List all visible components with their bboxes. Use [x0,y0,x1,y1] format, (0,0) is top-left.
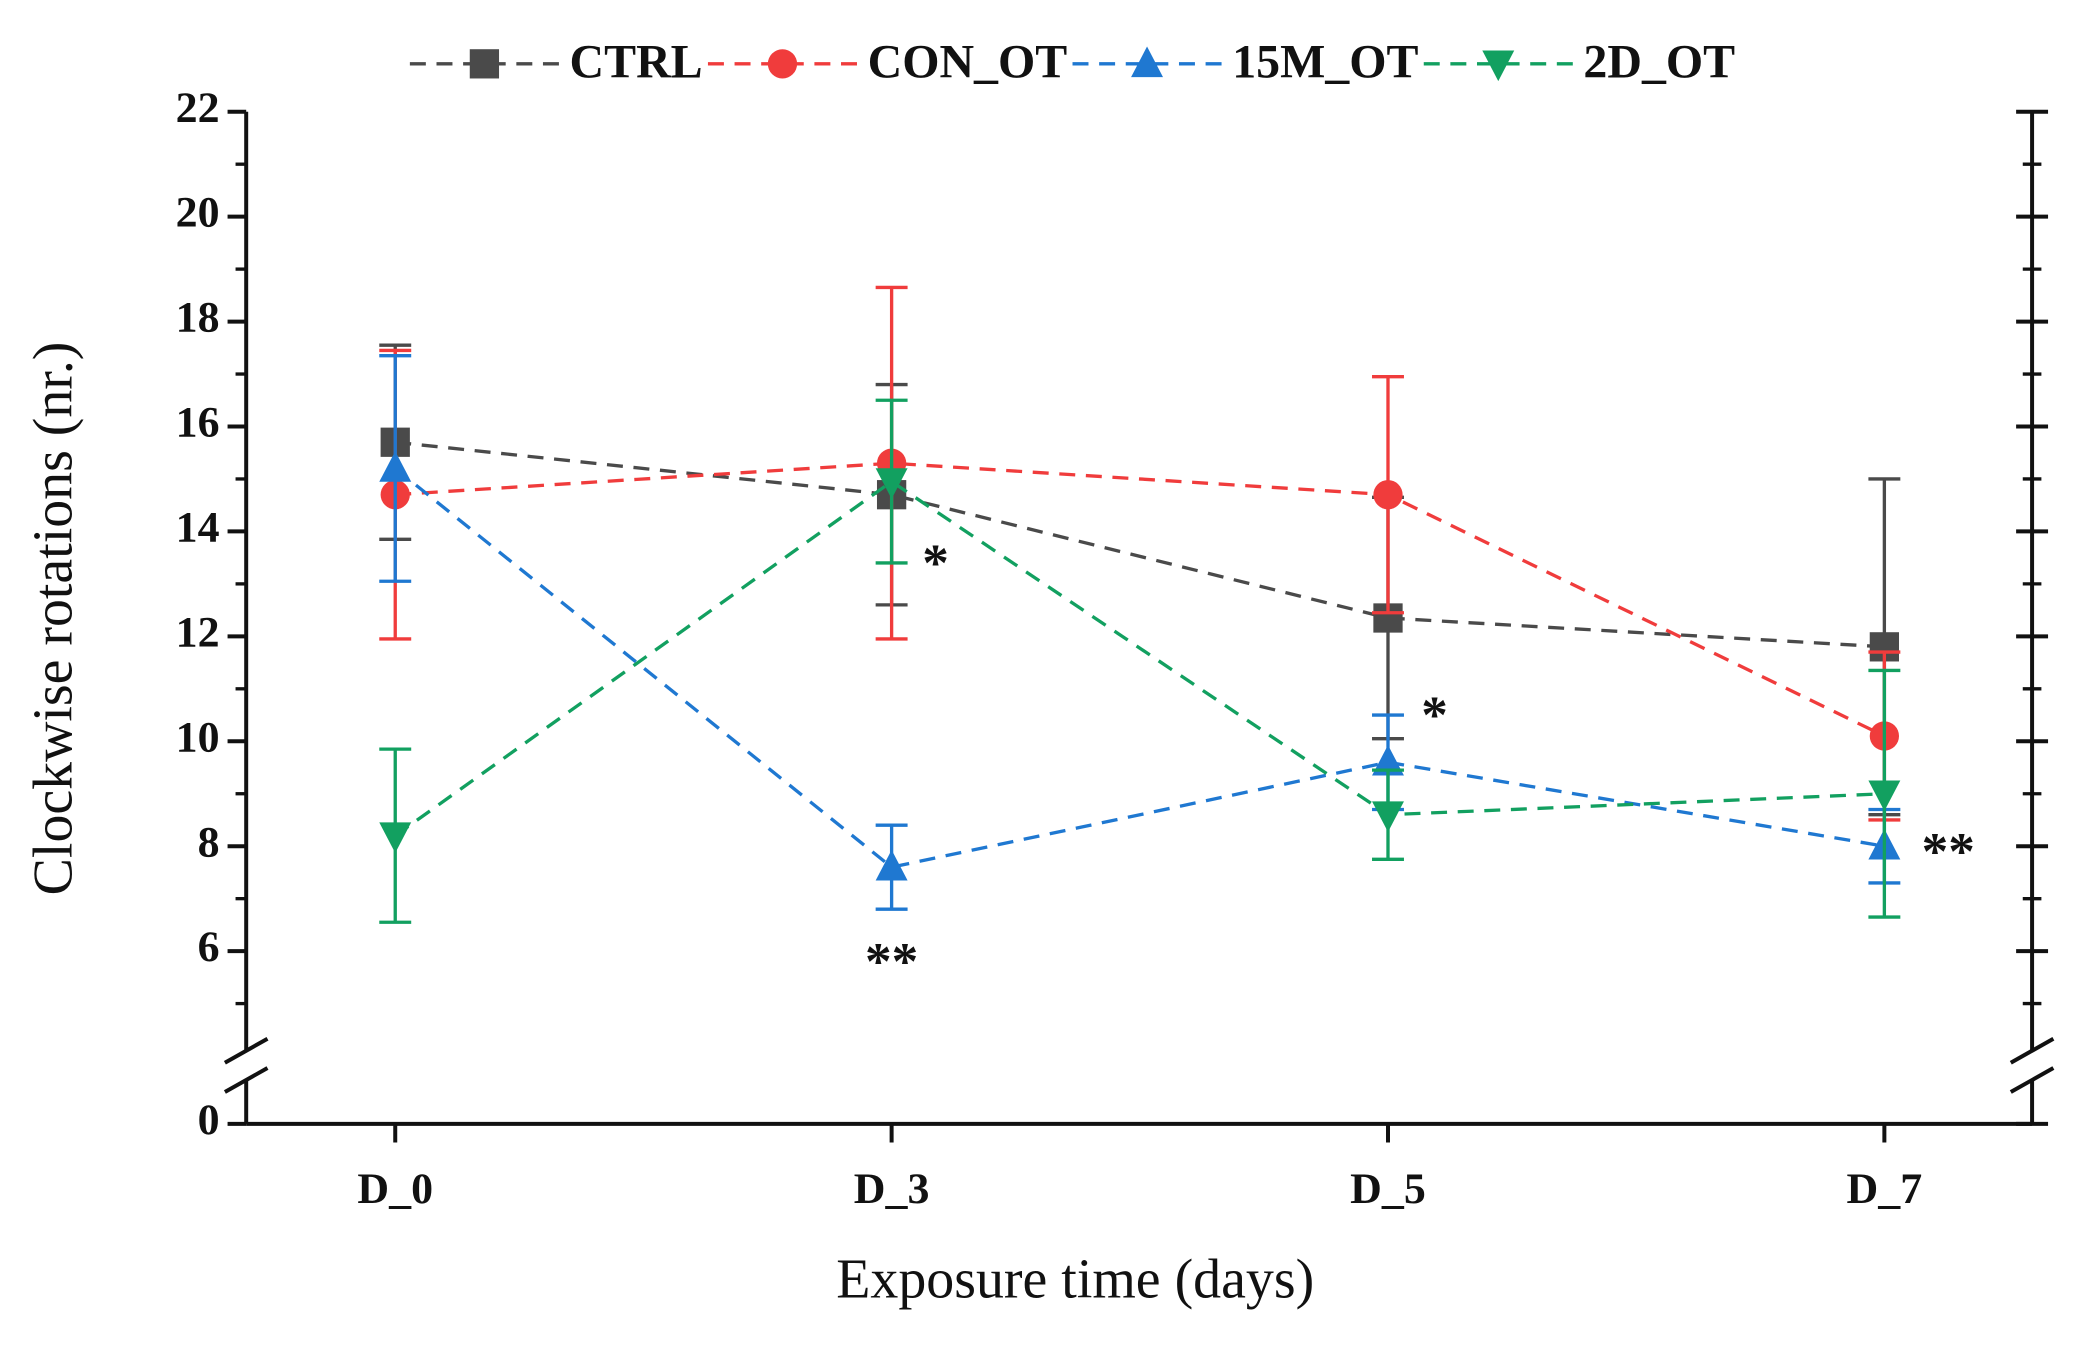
annotation: ** [1922,822,1975,881]
series [379,343,1901,817]
y-tick-label: 18 [176,294,220,342]
y-tick-label: 16 [176,399,220,447]
y-tick-label: 22 [176,84,220,132]
y-tick-label: 20 [176,189,220,237]
legend-label: 15M_OT [1232,35,1418,88]
series-line [394,479,1885,838]
series-line [395,440,1885,649]
annotation: * [1421,686,1448,745]
y-tick-label: 12 [176,608,220,656]
series [379,398,1901,924]
legend-label: CON_OT [868,35,1068,88]
annotation: ** [865,932,918,991]
y-axis-title: Clockwise rotations (nr.) [22,342,84,896]
x-tick-label: D_5 [1350,1165,1426,1213]
axis-break [2009,1066,2055,1094]
legend-label: CTRL [570,35,703,88]
marker [1372,801,1404,833]
marker [875,468,908,499]
marker [1131,46,1164,78]
y-tick-label: 10 [176,713,220,761]
y-tick-label: 8 [198,818,220,866]
axis-break [223,1066,269,1094]
x-tick-label: D_0 [357,1165,433,1213]
marker [1482,50,1515,82]
annotation: * [922,534,949,593]
x-tick-label: D_7 [1847,1165,1923,1213]
series-line [394,467,1885,869]
marker [1372,744,1404,776]
marker [767,49,798,79]
marker [379,822,412,853]
series-line [395,461,1886,738]
x-tick-label: D_3 [854,1165,930,1213]
y-tick-label: 14 [176,504,220,552]
legend-label: 2D_OT [1583,35,1735,88]
axis-break [2009,1037,2055,1065]
y-tick-label: 6 [198,923,220,971]
marker [1868,780,1901,812]
axis-break [223,1037,269,1065]
marker [469,49,500,79]
marker [379,451,412,482]
marker [875,849,908,881]
marker [1373,480,1403,510]
series [379,285,1901,822]
x-axis-title: Exposure time (days) [836,1249,1314,1311]
y-tick-label: 0 [198,1096,220,1144]
